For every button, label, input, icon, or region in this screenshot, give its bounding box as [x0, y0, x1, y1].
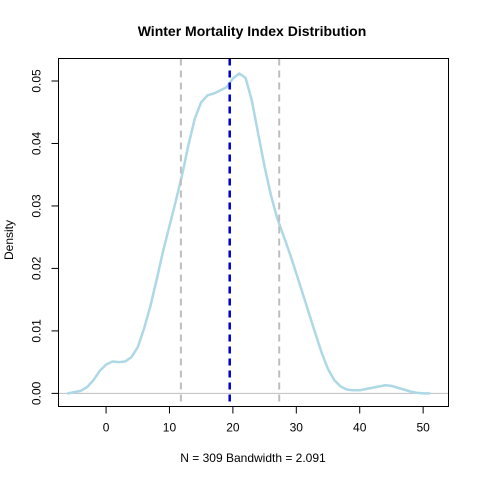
y-tick-label: 0.03: [30, 194, 44, 218]
y-tick-label: 0.01: [30, 319, 44, 343]
x-tick-label: 30: [290, 421, 304, 435]
y-tick-label: 0.02: [30, 256, 44, 280]
plot-marks: [58, 58, 449, 407]
y-tick-label: 0.04: [30, 131, 44, 155]
x-axis-label: N = 309 Bandwidth = 2.091: [180, 451, 326, 465]
plot-frame: [58, 58, 449, 407]
chart-title: Winter Mortality Index Distribution: [138, 23, 367, 39]
x-tick-label: 10: [163, 421, 177, 435]
y-tick-label: 0.05: [30, 69, 44, 93]
y-tick-label: 0.00: [30, 381, 44, 405]
x-tick-label: 40: [353, 421, 367, 435]
x-tick-label: 50: [416, 421, 430, 435]
x-tick-label: 0: [103, 421, 110, 435]
x-axis: 0 10 20 30 40 50: [103, 406, 430, 435]
x-tick-label: 20: [226, 421, 240, 435]
y-axis: 0.00 0.01 0.02 0.03 0.04 0.05: [30, 69, 59, 405]
density-curve-1: [66, 72, 431, 395]
y-axis-label: Density: [2, 220, 16, 260]
